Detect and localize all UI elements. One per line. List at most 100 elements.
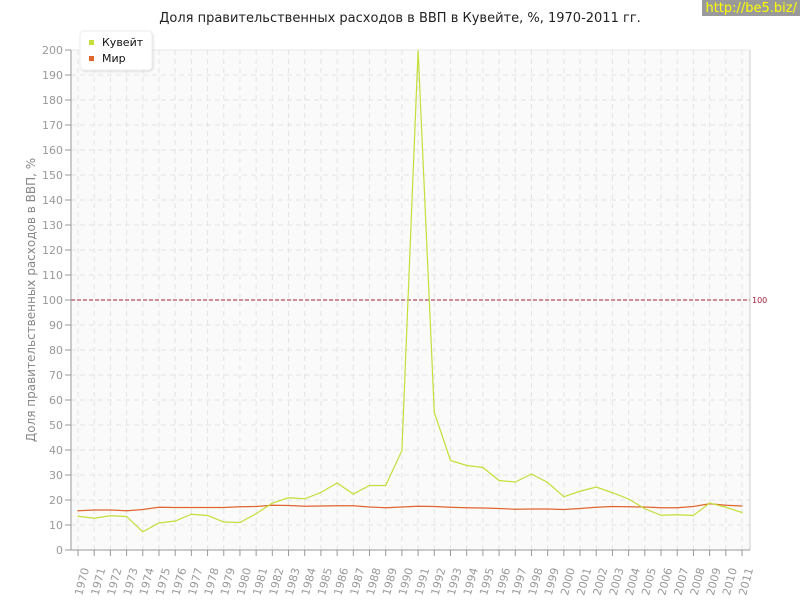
data-point [563, 508, 565, 511]
y-tick-label: 40 [49, 444, 63, 457]
data-point [725, 504, 727, 506]
data-point [368, 506, 371, 508]
data-point [709, 502, 711, 504]
data-point [206, 506, 209, 509]
data-point [304, 505, 306, 507]
data-point [239, 506, 241, 508]
data-point [320, 491, 322, 494]
y-tick-label: 90 [49, 319, 63, 332]
data-point [255, 505, 257, 508]
data-point [530, 473, 533, 475]
y-tick-label: 10 [49, 519, 63, 532]
chart-title: Доля правительственных расходов в ВВП в … [159, 11, 641, 26]
data-point [109, 509, 111, 511]
watermark: http://be5.biz/ [702, 0, 800, 16]
y-tick-label: 0 [56, 544, 63, 557]
y-tick-label: 30 [49, 469, 63, 482]
data-point [433, 505, 435, 508]
data-point [174, 506, 176, 509]
data-point [741, 505, 743, 507]
data-point [287, 504, 290, 507]
series-line-world [77, 503, 743, 512]
y-tick-label: 20 [49, 494, 63, 507]
data-point [206, 514, 209, 517]
data-point [223, 506, 225, 509]
y-tick-label: 60 [49, 394, 63, 407]
data-point [692, 505, 695, 508]
data-point [644, 508, 646, 510]
data-point [741, 511, 743, 514]
data-point [125, 510, 128, 512]
data-point [547, 508, 549, 510]
data-point [385, 484, 387, 487]
y-tick-label: 80 [49, 344, 63, 357]
data-point [547, 481, 549, 484]
data-point [514, 508, 516, 510]
data-point [660, 507, 662, 509]
data-point [466, 464, 468, 467]
data-point [725, 506, 727, 508]
legend-swatch-world [89, 56, 94, 61]
data-point [142, 531, 144, 533]
y-tick-label: 50 [49, 419, 63, 432]
data-point [563, 496, 565, 498]
legend-box [79, 30, 153, 71]
data-point [498, 479, 500, 482]
data-point [482, 466, 484, 469]
legend-label-world: Мир [102, 52, 126, 65]
data-point [271, 504, 273, 506]
data-point [158, 506, 160, 508]
data-point [498, 507, 500, 510]
y-tick-label: 110 [42, 269, 63, 282]
y-tick-label: 190 [42, 69, 63, 82]
y-tick-label: 200 [42, 44, 63, 57]
y-tick-label: 120 [42, 244, 63, 257]
data-point [158, 522, 160, 524]
data-point [352, 493, 354, 495]
data-point [611, 492, 614, 494]
data-point [466, 507, 468, 509]
y-tick-label: 140 [42, 194, 63, 207]
data-point [77, 510, 79, 512]
data-point [417, 505, 419, 507]
data-point [482, 507, 484, 509]
data-point [692, 514, 695, 517]
data-point [352, 505, 354, 507]
data-point [336, 505, 338, 507]
data-point [385, 507, 387, 509]
data-point [401, 449, 403, 452]
series-line-kuwait [77, 49, 743, 533]
data-point [271, 502, 273, 504]
y-tick-label: 100 [42, 294, 63, 307]
data-point [77, 515, 79, 517]
data-point [109, 515, 111, 517]
data-point [239, 521, 241, 524]
legend-swatch-kuwait [89, 40, 94, 45]
data-point [93, 517, 95, 519]
data-point [304, 498, 306, 500]
data-point [190, 506, 192, 509]
data-point [320, 505, 322, 507]
legend: Кувейт Мир [79, 30, 153, 71]
legend-label-kuwait: Кувейт [102, 36, 144, 49]
data-point [595, 486, 597, 488]
data-point [595, 506, 597, 508]
y-tick-label: 150 [42, 169, 63, 182]
data-point [190, 513, 192, 515]
data-point [368, 484, 371, 487]
data-point [174, 520, 176, 522]
data-point [676, 514, 678, 516]
y-tick-label: 180 [42, 94, 63, 107]
data-point [255, 513, 257, 515]
data-point [125, 515, 128, 518]
data-point [142, 508, 144, 511]
data-point [660, 514, 662, 516]
data-point [336, 482, 338, 484]
data-point [530, 508, 533, 510]
y-tick-label: 170 [42, 119, 63, 132]
data-point [579, 507, 581, 510]
data-point [514, 481, 516, 483]
y-tick-label: 160 [42, 144, 63, 157]
data-point [449, 506, 452, 508]
